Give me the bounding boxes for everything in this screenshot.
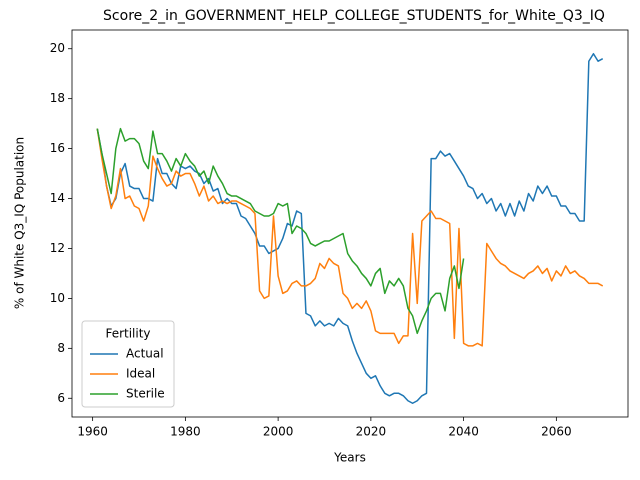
x-tick-label: 2000 xyxy=(263,425,294,439)
y-tick-label: 6 xyxy=(57,391,65,405)
y-tick-label: 12 xyxy=(50,241,65,255)
y-tick-label: 18 xyxy=(50,91,65,105)
legend-label: Ideal xyxy=(126,367,155,381)
line xyxy=(96,127,465,335)
x-tick-label: 2040 xyxy=(448,425,479,439)
y-tick-label: 14 xyxy=(50,191,65,205)
plot-area xyxy=(71,29,629,418)
legend-label: Actual xyxy=(126,347,164,361)
chart-title: Score_2_in_GOVERNMENT_HELP_COLLEGE_STUDE… xyxy=(103,8,605,24)
y-tick-label: 10 xyxy=(50,291,65,305)
y-tick-label: 20 xyxy=(50,41,65,55)
legend-box xyxy=(81,320,175,408)
x-axis-label: Years xyxy=(333,451,366,465)
y-axis-label: % of White Q3_IQ Population xyxy=(13,137,27,309)
y-tick-label: 8 xyxy=(57,341,65,355)
legend-label: Sterile xyxy=(126,387,165,401)
x-tick-label: 2020 xyxy=(356,425,387,439)
x-tick-label: 1980 xyxy=(170,425,201,439)
y-tick-label: 16 xyxy=(50,141,65,155)
line xyxy=(96,128,604,347)
x-tick-label: 2060 xyxy=(541,425,572,439)
x-tick-label: 1960 xyxy=(77,425,108,439)
legend-title: Fertility xyxy=(105,327,150,341)
line xyxy=(96,52,604,405)
